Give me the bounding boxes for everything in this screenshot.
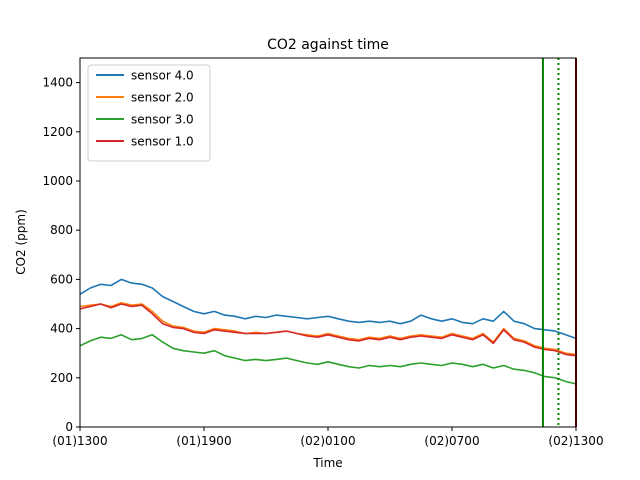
y-tick-label: 400: [50, 322, 73, 336]
legend-label: sensor 1.0: [131, 135, 194, 149]
y-axis-label: CO2 (ppm): [14, 209, 28, 275]
y-axis: 0 200 400 600 800 1000 1200 1400: [42, 76, 80, 434]
y-tick-label: 800: [50, 223, 73, 237]
y-tick-label: 1000: [42, 174, 73, 188]
legend-box: [87, 64, 211, 162]
legend-label: sensor 2.0: [131, 91, 194, 105]
series-line: [79, 333, 577, 385]
y-tick-label: 1200: [42, 125, 73, 139]
x-tick-label: (02)1300: [548, 434, 603, 448]
y-tick-label: 0: [65, 420, 73, 434]
legend-label: sensor 4.0: [131, 69, 194, 83]
series-line: [79, 301, 577, 356]
legend-label: sensor 3.0: [131, 113, 194, 127]
x-tick-label: (02)0700: [424, 434, 479, 448]
y-tick-label: 600: [50, 272, 73, 286]
x-axis-label: Time: [312, 456, 342, 470]
x-tick-label: (01)1300: [52, 434, 107, 448]
x-tick-label: (01)1900: [176, 434, 231, 448]
x-tick-label: (02)0100: [300, 434, 355, 448]
series-line: [79, 278, 577, 340]
x-axis: (01)1300 (01)1900 (02)0100 (02)0700 (02)1300: [52, 427, 604, 448]
legend: sensor 4.0 sensor 2.0 sensor 3.0 sensor 1.0: [87, 64, 211, 162]
chart-title: CO2 against time: [267, 37, 389, 53]
series-line: [79, 303, 577, 357]
y-tick-label: 200: [50, 371, 73, 385]
y-tick-label: 1400: [42, 76, 73, 90]
